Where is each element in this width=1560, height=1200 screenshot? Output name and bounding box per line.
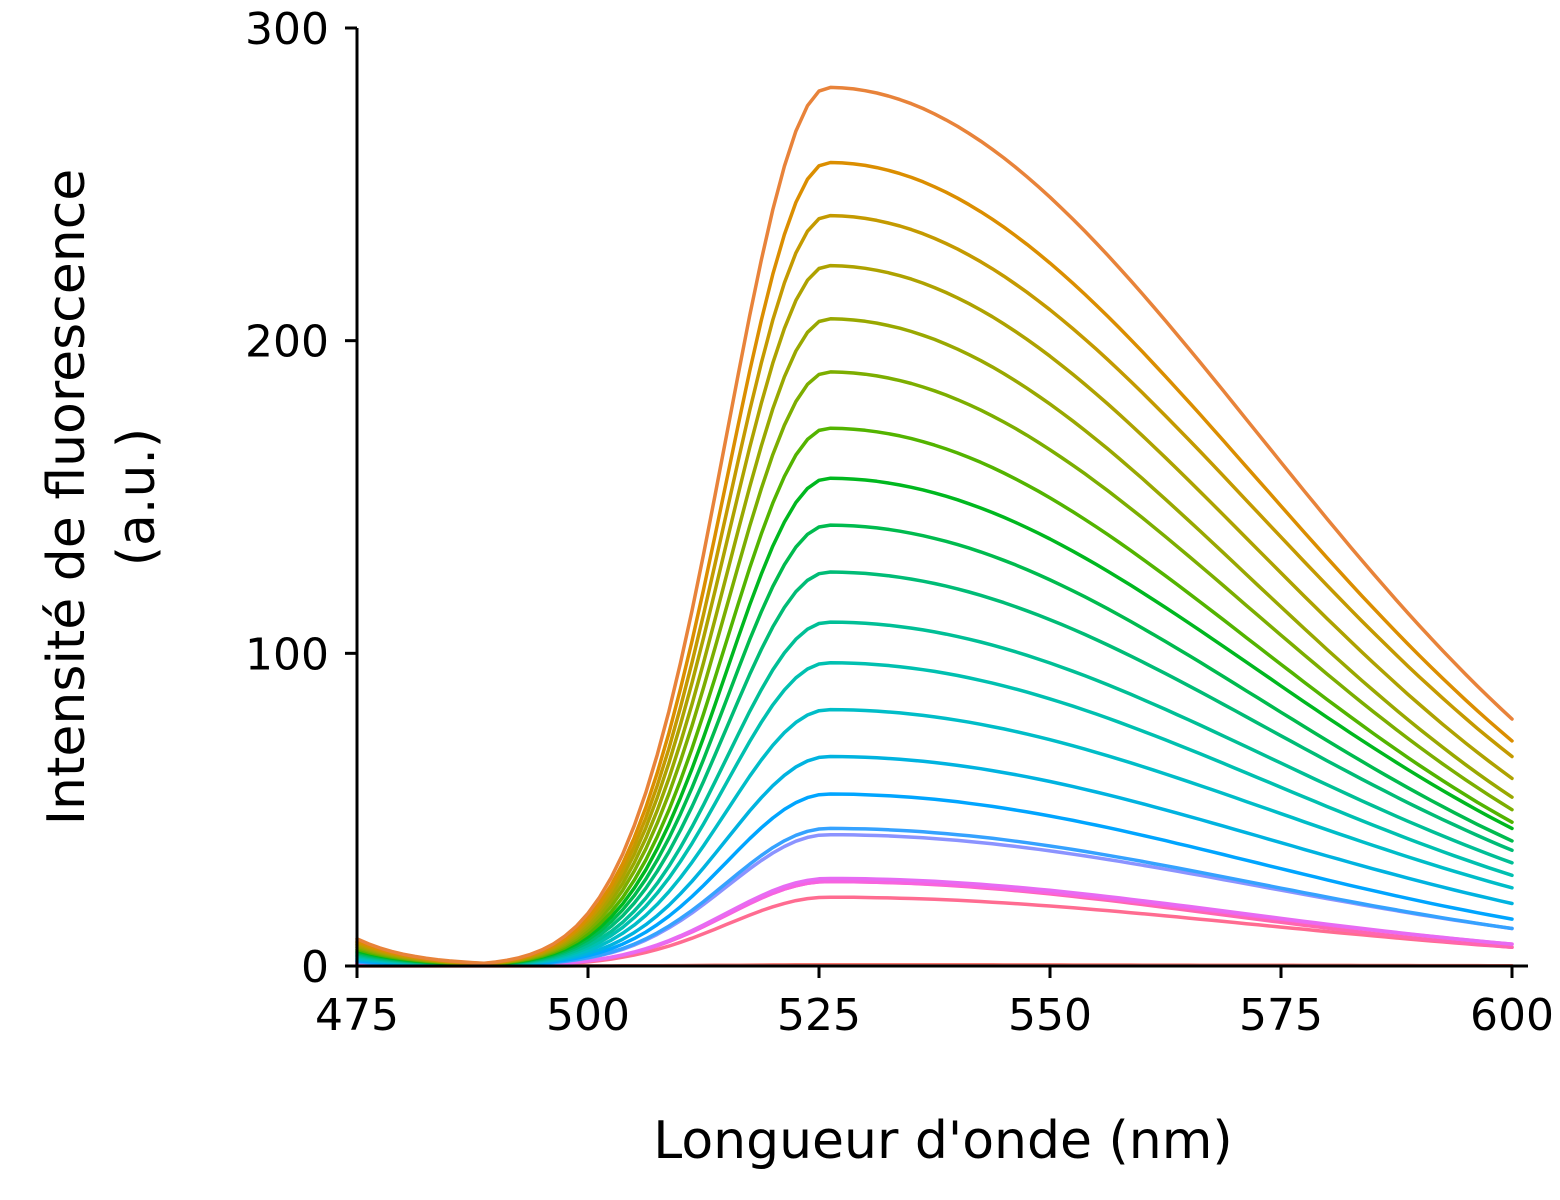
series-line: [355, 160, 1514, 966]
y-tick-label: 300: [245, 4, 329, 55]
x-tick-label: 575: [1239, 990, 1323, 1041]
series-line: [355, 476, 1514, 967]
x-axis-title: Longueur d'onde (nm): [653, 1111, 1232, 1171]
y-tick-label: 100: [245, 629, 329, 680]
series-line: [355, 85, 1514, 965]
x-tick-label: 525: [777, 990, 861, 1041]
x-tick-label: 500: [546, 990, 630, 1041]
y-axis-title-line1: Intensité de fluorescence: [37, 169, 97, 826]
y-axis-title-line2: (a.u.): [107, 428, 167, 566]
y-axis-title: Intensité de fluorescence (a.u.): [37, 169, 167, 826]
x-tick-label: 550: [1008, 990, 1092, 1041]
series-layer: [355, 85, 1514, 968]
series-line: [355, 213, 1514, 966]
series-line: [355, 620, 1514, 967]
x-tick-label: 475: [315, 990, 399, 1041]
series-line: [355, 370, 1514, 966]
ticks-layer: 475 500 525 550 575 600 0 100 200 300: [245, 4, 1554, 1041]
series-line: [355, 317, 1514, 966]
y-tick-label: 0: [301, 942, 329, 993]
y-tick-label: 200: [245, 317, 329, 368]
x-tick-label: 600: [1470, 990, 1554, 1041]
series-line: [355, 826, 1514, 968]
